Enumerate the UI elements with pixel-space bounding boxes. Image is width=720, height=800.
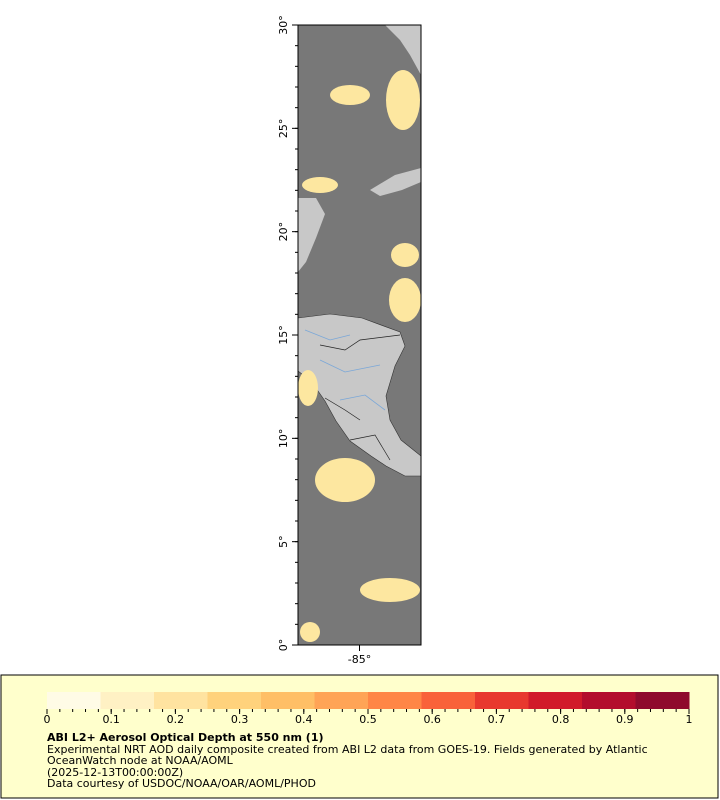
colorbar-tick-label: 1 <box>686 713 693 726</box>
land <box>298 198 325 272</box>
aerosol-patch <box>315 458 375 502</box>
colorbar-swatch <box>154 692 208 709</box>
aerosol-patch <box>300 622 320 642</box>
colorbar-tick-label: 0.3 <box>231 713 249 726</box>
colorbar-tick-label: 0.2 <box>167 713 185 726</box>
aerosol-patch <box>386 70 420 130</box>
land <box>385 25 421 75</box>
colorbar-tick-label: 0 <box>44 713 51 726</box>
lat-tick-label: 5° <box>277 535 290 548</box>
lon-tick-label: -85° <box>348 653 371 666</box>
lat-tick-label: 10° <box>277 429 290 449</box>
colorbar-tick-label: 0.9 <box>616 713 634 726</box>
aerosol-patches <box>298 70 421 642</box>
lat-tick-label: 15° <box>277 325 290 345</box>
colorbar-swatch <box>368 692 422 709</box>
colorbar-tick-label: 0.8 <box>552 713 570 726</box>
legend-title: ABI L2+ Aerosol Optical Depth at 550 nm … <box>47 731 324 744</box>
map-area <box>297 24 422 646</box>
aerosol-patch <box>302 177 338 193</box>
colorbar-swatch <box>47 692 101 709</box>
colorbar-tick-label: 0.6 <box>423 713 441 726</box>
colorbar-tick-label: 0.7 <box>488 713 506 726</box>
legend-line: Experimental NRT AOD daily composite cre… <box>47 743 648 756</box>
aerosol-patch <box>391 243 419 267</box>
colorbar-swatch <box>528 692 583 709</box>
colorbar-swatch <box>261 692 315 709</box>
colorbar-tick-label: 0.4 <box>295 713 313 726</box>
colorbar-tick-label: 0.1 <box>102 713 120 726</box>
colorbar-swatch <box>421 692 476 709</box>
legend-line: OceanWatch node at NOAA/AOML <box>47 754 234 767</box>
legend-line: Data courtesy of USDOC/NOAA/OAR/AOML/PHO… <box>47 777 316 790</box>
colorbar-swatch <box>100 692 155 709</box>
aerosol-patch <box>298 370 318 406</box>
land <box>370 168 421 196</box>
colorbar-tick-label: 0.5 <box>359 713 377 726</box>
border <box>319 334 401 461</box>
lat-tick-label: 20° <box>277 222 290 242</box>
colorbar-swatch <box>635 692 690 709</box>
lat-tick-label: 30° <box>277 15 290 35</box>
aerosol-patch <box>330 85 370 105</box>
river <box>304 329 386 411</box>
colorbar-swatch <box>314 692 369 709</box>
lat-tick-label: 25° <box>277 119 290 139</box>
aerosol-patch <box>360 578 420 602</box>
aerosol-patch <box>389 278 421 322</box>
colorbar-swatch <box>475 692 529 709</box>
legend-line: (2025-12-13T00:00:00Z) <box>47 766 183 779</box>
colorbar-swatch <box>582 692 636 709</box>
lat-tick-label: 0° <box>277 639 290 652</box>
colorbar-swatch <box>207 692 262 709</box>
